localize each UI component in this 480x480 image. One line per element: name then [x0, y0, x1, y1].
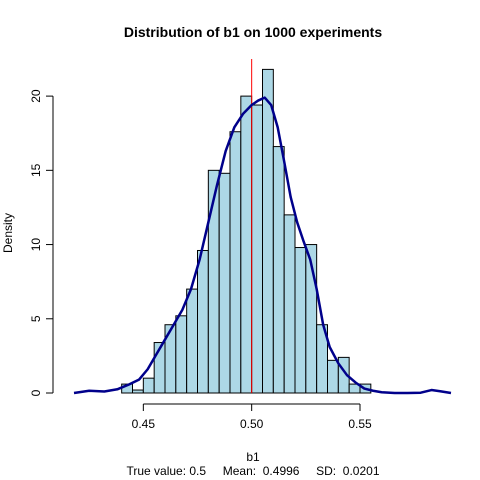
- histogram-bar: [251, 104, 263, 394]
- histogram-bar: [272, 146, 285, 394]
- y-tick-label: 5: [29, 315, 43, 322]
- chart-title: Distribution of b1 on 1000 experiments: [124, 24, 382, 40]
- histogram-bar: [240, 95, 253, 394]
- histogram-bar: [186, 288, 198, 394]
- y-tick-label: 20: [29, 89, 43, 103]
- histogram-bar: [262, 68, 274, 394]
- y-tick-label: 10: [29, 238, 43, 252]
- curve-layer: [73, 96, 452, 395]
- histogram-bar: [175, 315, 188, 394]
- x-tick-label: 0.45: [132, 417, 156, 431]
- y-tick-label: 0: [29, 389, 43, 396]
- x-axis-label: b1: [246, 450, 260, 464]
- stats-subtitle: True value: 0.5 Mean: 0.4996 SD: 0.0201: [126, 464, 379, 478]
- histogram-bar: [218, 172, 231, 394]
- x-tick-label: 0.55: [348, 417, 372, 431]
- histogram-bar: [142, 377, 155, 394]
- histogram-bar: [283, 214, 296, 394]
- y-axis-label: Density: [1, 213, 15, 253]
- histogram-bar: [327, 359, 339, 394]
- histogram-bar: [229, 131, 242, 394]
- bars-layer: [121, 59, 372, 394]
- y-tick-label: 15: [29, 163, 43, 177]
- histogram-bar: [305, 244, 318, 394]
- density-curve: [73, 96, 452, 395]
- histogram-bar: [197, 249, 209, 394]
- x-tick-label: 0.50: [240, 417, 264, 431]
- histogram-bar: [294, 247, 307, 394]
- histogram-bar: [132, 389, 144, 394]
- histogram-bar: [337, 356, 350, 394]
- axes-layer: 0.45 0.50 0.55 0 5 10 15 20: [29, 89, 372, 431]
